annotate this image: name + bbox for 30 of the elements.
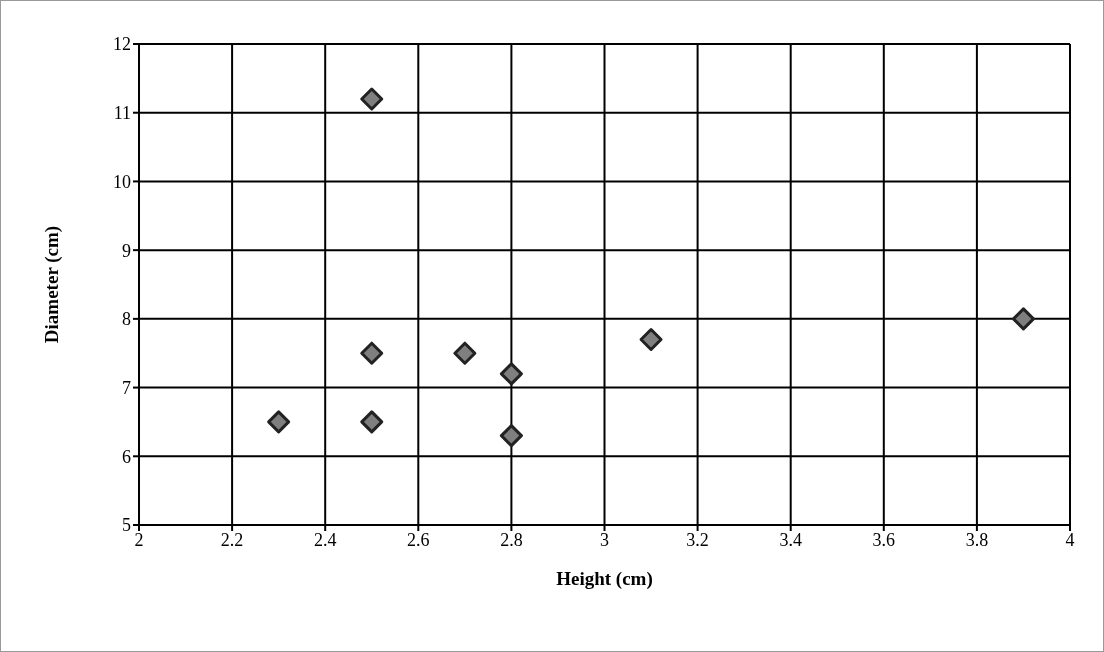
x-tick-label: 3.4 [779,529,802,550]
point [267,410,291,434]
x-tick-label: 2.2 [220,529,244,550]
y-tick-label: 11 [113,103,131,124]
x-tick-label: 3.6 [872,529,896,550]
y-tick-label: 12 [113,34,131,55]
x-tick-label: 2.8 [500,529,523,550]
point [639,327,663,351]
y-tick-label: 7 [122,377,131,398]
x-tick-label: 2.6 [407,529,430,550]
x-tick-label: 2 [134,529,144,550]
point [1011,307,1035,331]
y-tick-label: 8 [122,309,131,330]
x-tick-label: 3 [600,529,609,550]
y-axis-title: Diameter (cm) [40,225,63,344]
point [499,362,523,386]
point [360,410,384,434]
y-tick-label: 5 [122,515,131,536]
point [499,424,523,448]
y-tick-label: 6 [122,446,131,467]
x-axis-title: Height (cm) [556,568,653,590]
x-tick-label: 3.8 [965,529,989,550]
y-tick-label: 9 [122,240,131,261]
point [360,341,384,365]
point [360,87,384,111]
x-tick-label: 2.4 [313,529,337,550]
y-tick-label: 10 [113,171,131,192]
point [453,341,477,365]
x-tick-label: 4 [1065,529,1075,550]
x-tick-label: 3.2 [686,529,709,550]
